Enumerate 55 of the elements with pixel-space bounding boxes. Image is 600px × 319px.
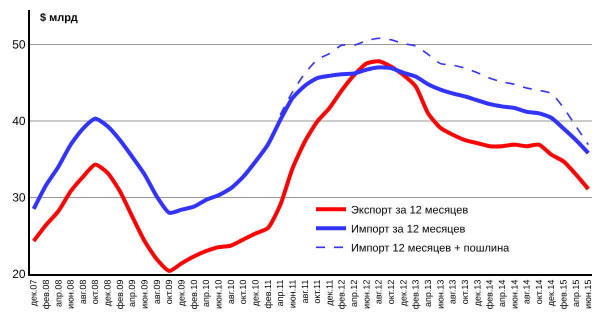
- x-tick-label: авг.13: [448, 280, 458, 304]
- x-tick-label: авг.12: [374, 280, 384, 304]
- x-tick-label: фев.14: [484, 280, 495, 310]
- x-tick-label: авг.14: [522, 280, 532, 304]
- x-tick-label: окт.10: [238, 280, 248, 304]
- x-tick-label: апр.15: [570, 280, 581, 308]
- x-tick-label: апр.14: [496, 280, 507, 308]
- x-tick-label: фев.08: [40, 280, 51, 310]
- y-tick-label: 40: [12, 114, 26, 128]
- x-tick-label: окт.11: [312, 280, 322, 304]
- x-tick-label: июн.08: [66, 280, 76, 309]
- x-tick-label: авг.11: [300, 280, 310, 304]
- x-tick-label: июн.09: [140, 280, 150, 309]
- x-tick-label: дек.11: [324, 280, 334, 306]
- x-tick-label: июн.15: [583, 280, 594, 309]
- y-axis-title: $ млрд: [40, 12, 78, 24]
- x-tick-label: апр.10: [201, 280, 212, 308]
- legend-label: Экспорт за 12 месяцев: [351, 204, 468, 217]
- x-tick-label: фев.12: [336, 280, 347, 310]
- x-tick-label: авг.08: [78, 280, 88, 304]
- x-tick-label: окт.12: [386, 280, 396, 304]
- x-tick-label: июн.13: [435, 280, 446, 309]
- x-tick-label: апр.08: [53, 280, 64, 308]
- x-tick-label: фев.10: [188, 280, 199, 310]
- x-tick-label: окт.09: [164, 280, 174, 304]
- x-tick-label: июн.11: [287, 280, 298, 308]
- x-tick-label: фев.09: [114, 280, 125, 310]
- y-tick-label: 30: [12, 190, 26, 205]
- x-tick-label: дек.07: [28, 280, 39, 306]
- line-series: [32, 59, 590, 273]
- x-tick-label: дек.10: [250, 280, 260, 306]
- x-tick-label: дек.14: [546, 280, 556, 306]
- y-tick-label: 20: [12, 267, 26, 282]
- legend-label: Импорт 12 месяцев + пошлина: [351, 242, 510, 255]
- x-tick-label: авг.09: [152, 280, 162, 304]
- x-tick-label: июн.12: [361, 280, 372, 309]
- x-tick-label: апр.09: [127, 280, 138, 308]
- x-tick-label: апр.13: [423, 280, 434, 308]
- x-tick-label: дек.09: [176, 280, 187, 306]
- x-tick-label: окт.13: [460, 280, 470, 304]
- x-tick-label: апр.12: [349, 280, 360, 308]
- x-tick-label: апр.11: [275, 280, 286, 306]
- legend-label: Импорт за 12 месяцев: [351, 224, 466, 236]
- x-tick-label: июн.10: [213, 280, 224, 309]
- x-tick-label: июн.14: [509, 280, 520, 309]
- x-tick-label: окт.14: [534, 280, 544, 304]
- y-tick-label: 50: [12, 38, 26, 52]
- x-tick-label: дек.13: [472, 280, 482, 306]
- x-tick-label: фев.15: [558, 280, 569, 310]
- x-tick-label: авг.10: [226, 280, 236, 304]
- x-tick-label: дек.08: [102, 280, 113, 306]
- x-tick-label: фев.13: [410, 280, 421, 310]
- x-tick-label: дек.12: [398, 280, 408, 306]
- x-tick-label: окт.08: [90, 280, 100, 304]
- x-tick-label: фев.11: [262, 280, 273, 309]
